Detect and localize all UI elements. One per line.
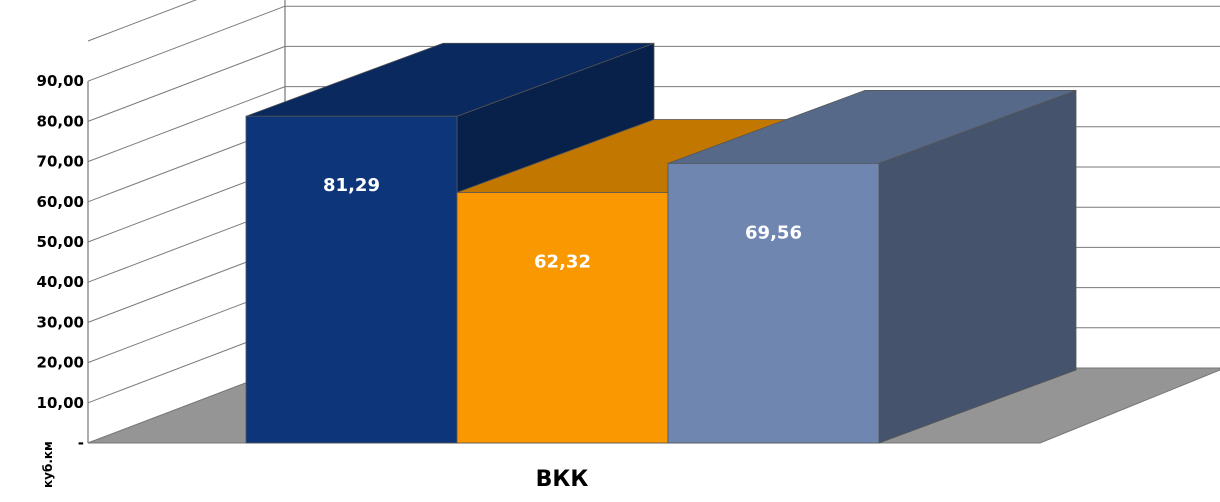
gridline-side [87, 86, 286, 163]
bar-front-face [667, 162, 880, 444]
y-tick-label: 20,00 [37, 354, 84, 372]
y-axis-ticks: - 10,00 20,00 30,00 40,00 50,00 60,00 70,00 80,0… [37, 72, 84, 452]
gridline-side [87, 5, 286, 82]
y-tick-label: 40,00 [37, 273, 84, 291]
data-label: 81,29 [323, 175, 380, 196]
y-tick-label: 30,00 [37, 313, 84, 331]
y-tick-label: 70,00 [37, 153, 84, 171]
y-tick-label: - [78, 434, 84, 452]
y-tick-label: 80,00 [37, 112, 84, 130]
y-tick-label: 90,00 [37, 72, 84, 90]
y-tick-label: 50,00 [37, 233, 84, 251]
gridline-side [87, 45, 286, 122]
category-label: ВКК [536, 467, 589, 492]
y-axis-title: куб.км [41, 441, 55, 488]
bar-front-face [245, 115, 458, 444]
data-label: 62,32 [534, 251, 591, 272]
bar-front-face [456, 192, 669, 444]
y-tick-label: 60,00 [37, 193, 84, 211]
gridline-side [87, 0, 198, 42]
y-tick-label: 10,00 [37, 394, 84, 412]
bars: 81,29 62,32 69,56 [245, 42, 1077, 444]
bar-3: 69,56 [667, 89, 1077, 444]
data-label: 69,56 [745, 222, 802, 243]
